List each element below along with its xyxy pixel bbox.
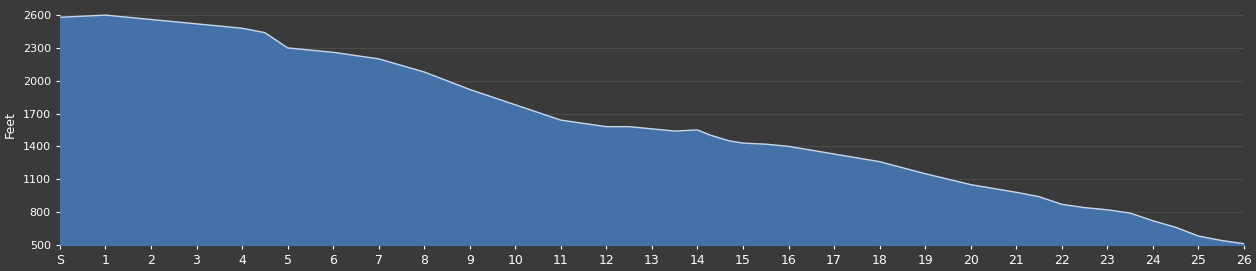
Y-axis label: Feet: Feet <box>4 111 18 138</box>
